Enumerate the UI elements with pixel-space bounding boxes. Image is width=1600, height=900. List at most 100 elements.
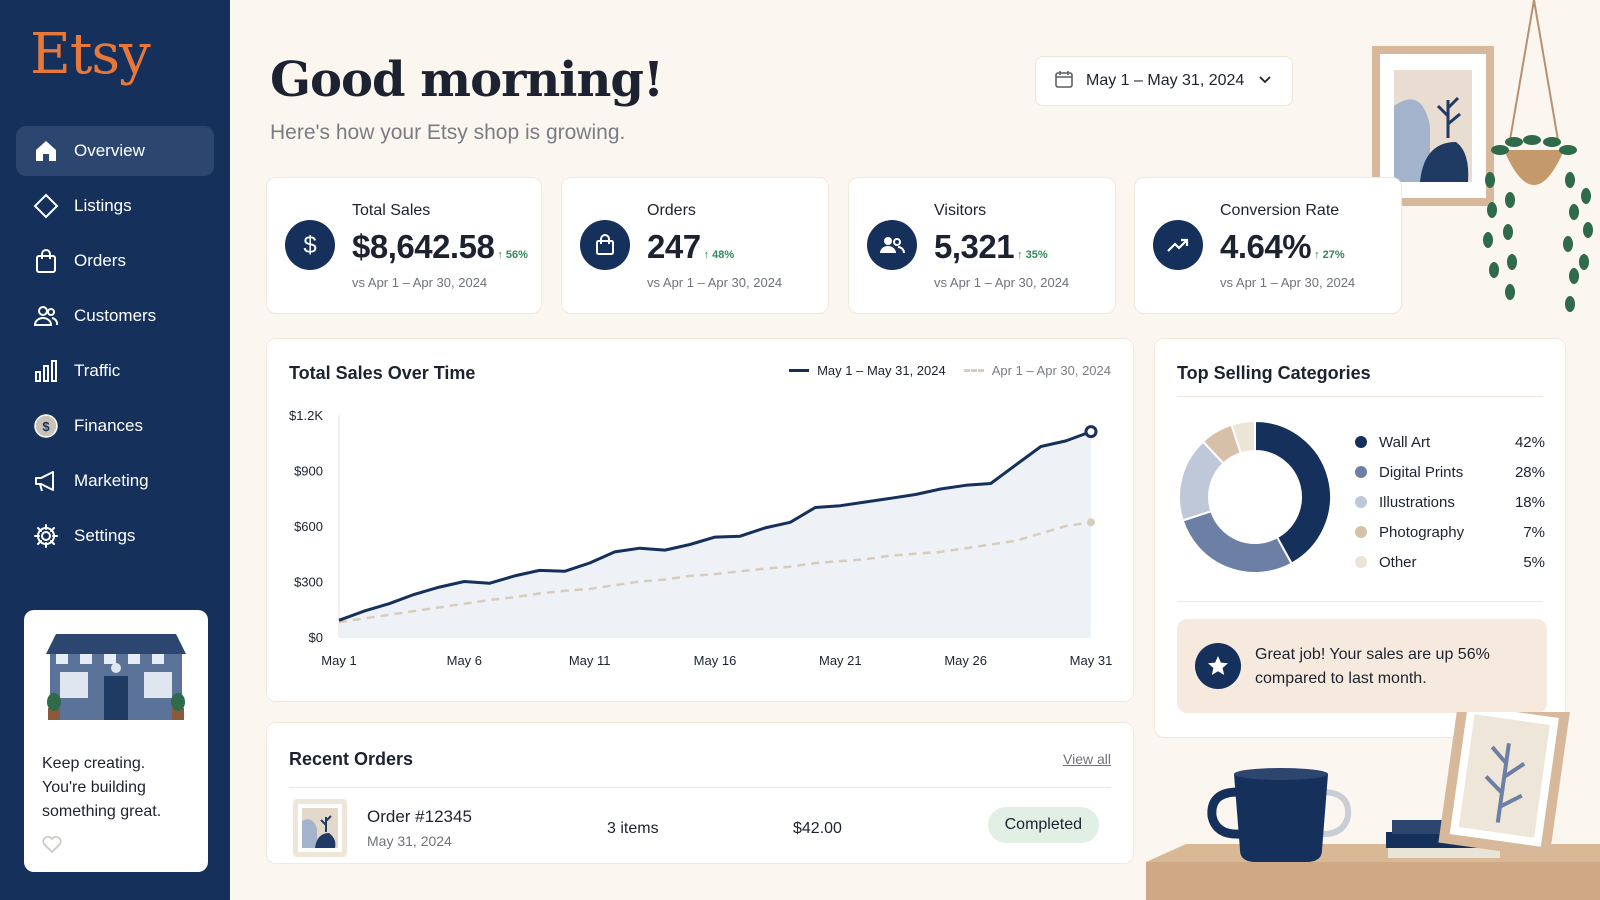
svg-text:$: $ xyxy=(303,232,316,258)
stat-value: 247 ↑ 48% xyxy=(647,228,734,266)
stat-value: 5,321 ↑ 35% xyxy=(934,228,1048,266)
sidebar-item-label: Marketing xyxy=(74,471,149,490)
desk-scene-illustration xyxy=(1146,712,1600,900)
chart-legend: May 1 – May 31, 2024 Apr 1 – Apr 30, 202… xyxy=(771,363,1111,378)
trend-up-icon xyxy=(1153,220,1203,270)
heart-icon[interactable] xyxy=(42,835,62,858)
stat-change: ↑ 27% xyxy=(1314,249,1345,261)
sales-line-chart: $0 $300 $600 $900 $1.2K May 1 May 6 May 11 May 1… xyxy=(289,408,1113,668)
legend-item-previous[interactable]: Apr 1 – Apr 30, 2024 xyxy=(963,363,1111,378)
sidebar-item-label: Customers xyxy=(74,306,157,325)
donut-slice[interactable] xyxy=(1254,419,1332,565)
legend-item-current[interactable]: May 1 – May 31, 2024 xyxy=(789,363,946,378)
stat-card-orders[interactable]: Orders 247 ↑ 48% vs Apr 1 – Apr 30, 2024 xyxy=(561,177,829,314)
category-percent: 18% xyxy=(1514,493,1545,511)
category-row-illustrations[interactable]: Illustrations 18% xyxy=(1355,487,1545,517)
series-end-point xyxy=(1084,425,1098,439)
order-date: May 31, 2024 xyxy=(367,833,452,849)
home-icon xyxy=(32,137,60,165)
star-icon xyxy=(1195,643,1241,689)
divider xyxy=(1177,601,1543,602)
encouragement-text: Keep creating. You're building something… xyxy=(42,752,192,824)
categories-title: Top Selling Categories xyxy=(1177,363,1371,383)
svg-text:$: $ xyxy=(42,419,50,434)
stat-change: ↑ 48% xyxy=(703,249,735,261)
legend-label: Apr 1 – Apr 30, 2024 xyxy=(991,363,1111,378)
x-tick-label: May 6 xyxy=(447,653,482,668)
gear-icon xyxy=(32,522,60,550)
stat-change: ↑ 35% xyxy=(1017,249,1048,261)
bar-chart-icon xyxy=(32,357,60,385)
sidebar-item-label: Overview xyxy=(74,141,145,160)
sidebar-item-overview[interactable]: Overview xyxy=(16,126,214,176)
sidebar-nav: Overview Listings Orders Customers Traff… xyxy=(16,126,214,566)
category-name: Photography xyxy=(1379,523,1465,541)
category-dot xyxy=(1355,556,1367,568)
category-dot xyxy=(1355,436,1367,448)
dollar-icon: $ xyxy=(285,220,335,270)
stat-card-conversion-rate[interactable]: Conversion Rate 4.64% ↑ 27% vs Apr 1 – Ap… xyxy=(1134,177,1402,314)
megaphone-icon xyxy=(32,467,60,495)
stat-compare: vs Apr 1 – Apr 30, 2024 xyxy=(647,275,783,290)
stat-value-text: 4.64% xyxy=(1220,228,1312,265)
sales-chart-card: Total Sales Over Time May 1 – May 31, 20… xyxy=(266,338,1134,702)
etsy-logo[interactable]: Etsy xyxy=(30,22,151,87)
order-thumbnail xyxy=(293,799,347,857)
sidebar-item-orders[interactable]: Orders xyxy=(16,236,214,286)
encouragement-card: Keep creating. You're building something… xyxy=(24,610,208,872)
category-row-wall-art[interactable]: Wall Art 42% xyxy=(1355,427,1545,457)
users-icon xyxy=(867,220,917,270)
stat-card-total-sales[interactable]: $ Total Sales $8,642.58 ↑ 56% vs Apr 1 – … xyxy=(266,177,542,314)
sidebar-item-marketing[interactable]: Marketing xyxy=(16,456,214,506)
category-name: Other xyxy=(1379,553,1417,571)
hanging-plant-illustration xyxy=(1483,0,1593,312)
sidebar-item-label: Finances xyxy=(74,416,143,435)
sidebar-item-customers[interactable]: Customers xyxy=(16,291,214,341)
x-tick-label: May 26 xyxy=(944,653,987,668)
table-row[interactable]: Order #12345 May 31, 2024 3 items $42.00… xyxy=(289,799,1111,859)
sidebar-item-finances[interactable]: $ Finances xyxy=(16,401,214,451)
donut-slice[interactable] xyxy=(1230,419,1256,455)
stat-compare: vs Apr 1 – Apr 30, 2024 xyxy=(1220,275,1356,290)
category-name: Digital Prints xyxy=(1379,463,1464,481)
x-tick-label: May 21 xyxy=(819,653,862,668)
sidebar-item-listings[interactable]: Listings xyxy=(16,181,214,231)
legend-swatch xyxy=(789,369,810,372)
sidebar: Etsy Overview Listings Orders Customers xyxy=(0,0,230,900)
encouragement-line: Keep creating. xyxy=(42,755,146,772)
category-percent: 42% xyxy=(1514,433,1545,451)
shopping-bag-icon xyxy=(32,247,60,275)
recent-orders-card: Recent Orders View all Order #12345 May … xyxy=(266,722,1134,864)
category-row-photography[interactable]: Photography 7% xyxy=(1355,517,1545,547)
category-name: Wall Art xyxy=(1379,433,1431,451)
chart-title: Total Sales Over Time xyxy=(289,363,476,383)
chevron-down-icon xyxy=(1258,72,1272,90)
sidebar-item-label: Traffic xyxy=(74,361,121,380)
stat-value: $8,642.58 ↑ 56% xyxy=(352,228,528,266)
donut-slice[interactable] xyxy=(1181,509,1293,574)
y-tick-label: $300 xyxy=(294,575,323,590)
tag-icon xyxy=(32,192,60,220)
callout-line: Great job! Your sales are up 56% xyxy=(1255,646,1490,663)
view-all-link[interactable]: View all xyxy=(1063,751,1111,767)
stat-card-visitors[interactable]: Visitors 5,321 ↑ 35% vs Apr 1 – Apr 30, 2… xyxy=(848,177,1116,314)
category-dot xyxy=(1355,526,1367,538)
x-tick-label: May 16 xyxy=(694,653,737,668)
sales-growth-callout: Great job! Your sales are up 56% compare… xyxy=(1177,619,1547,713)
sidebar-item-label: Listings xyxy=(74,196,132,215)
stat-value-text: 5,321 xyxy=(934,228,1015,265)
sidebar-item-settings[interactable]: Settings xyxy=(16,511,214,561)
date-range-picker[interactable]: May 1 – May 31, 2024 xyxy=(1035,56,1293,106)
callout-line: compared to last month. xyxy=(1255,670,1427,687)
category-row-digital-prints[interactable]: Digital Prints 28% xyxy=(1355,457,1545,487)
category-percent: 7% xyxy=(1523,523,1545,541)
stat-label: Conversion Rate xyxy=(1220,202,1340,219)
divider xyxy=(1177,396,1543,397)
stat-value-text: $8,642.58 xyxy=(352,228,495,265)
x-tick-label: May 31 xyxy=(1070,653,1113,668)
sidebar-item-traffic[interactable]: Traffic xyxy=(16,346,214,396)
page-title: Good morning! xyxy=(270,52,664,108)
encouragement-line: You're building xyxy=(42,779,146,796)
order-id: Order #12345 xyxy=(367,807,472,826)
category-row-other[interactable]: Other 5% xyxy=(1355,547,1545,577)
